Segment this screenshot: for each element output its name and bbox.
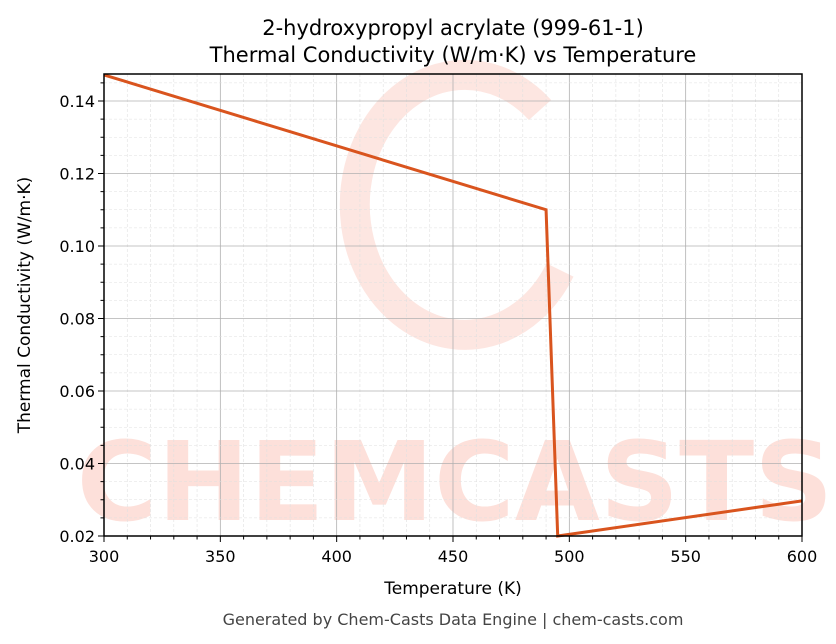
svg-text:0.06: 0.06: [59, 382, 95, 401]
svg-text:400: 400: [321, 547, 352, 566]
svg-text:550: 550: [670, 547, 701, 566]
svg-text:500: 500: [554, 547, 585, 566]
grid: [103, 74, 803, 537]
svg-text:450: 450: [438, 547, 469, 566]
svg-text:300: 300: [89, 547, 120, 566]
svg-text:0.12: 0.12: [59, 165, 95, 184]
svg-text:350: 350: [205, 547, 236, 566]
svg-text:0.02: 0.02: [59, 527, 95, 546]
watermark: CHEMCASTS: [77, 59, 834, 546]
svg-text:CHEMCASTS: CHEMCASTS: [77, 418, 834, 546]
data-line: [103, 73, 803, 538]
chart-title-line1: 2-hydroxypropyl acrylate (999-61-1): [262, 16, 644, 40]
footer-credit: Generated by Chem-Casts Data Engine | ch…: [223, 610, 684, 629]
svg-text:600: 600: [787, 547, 818, 566]
y-axis-label: Thermal Conductivity (W/m·K): [15, 177, 35, 435]
svg-text:0.14: 0.14: [59, 92, 95, 111]
chart-title-line2: Thermal Conductivity (W/m·K) vs Temperat…: [209, 43, 697, 67]
x-axis-label: Temperature (K): [383, 579, 522, 599]
svg-text:0.04: 0.04: [59, 455, 95, 474]
axis-ticks: 300 350 400 450 500 550 600 0.02 0.04 0.06 0.08 0.1…: [59, 82, 818, 566]
svg-text:0.08: 0.08: [59, 310, 95, 329]
svg-text:0.10: 0.10: [59, 237, 95, 256]
